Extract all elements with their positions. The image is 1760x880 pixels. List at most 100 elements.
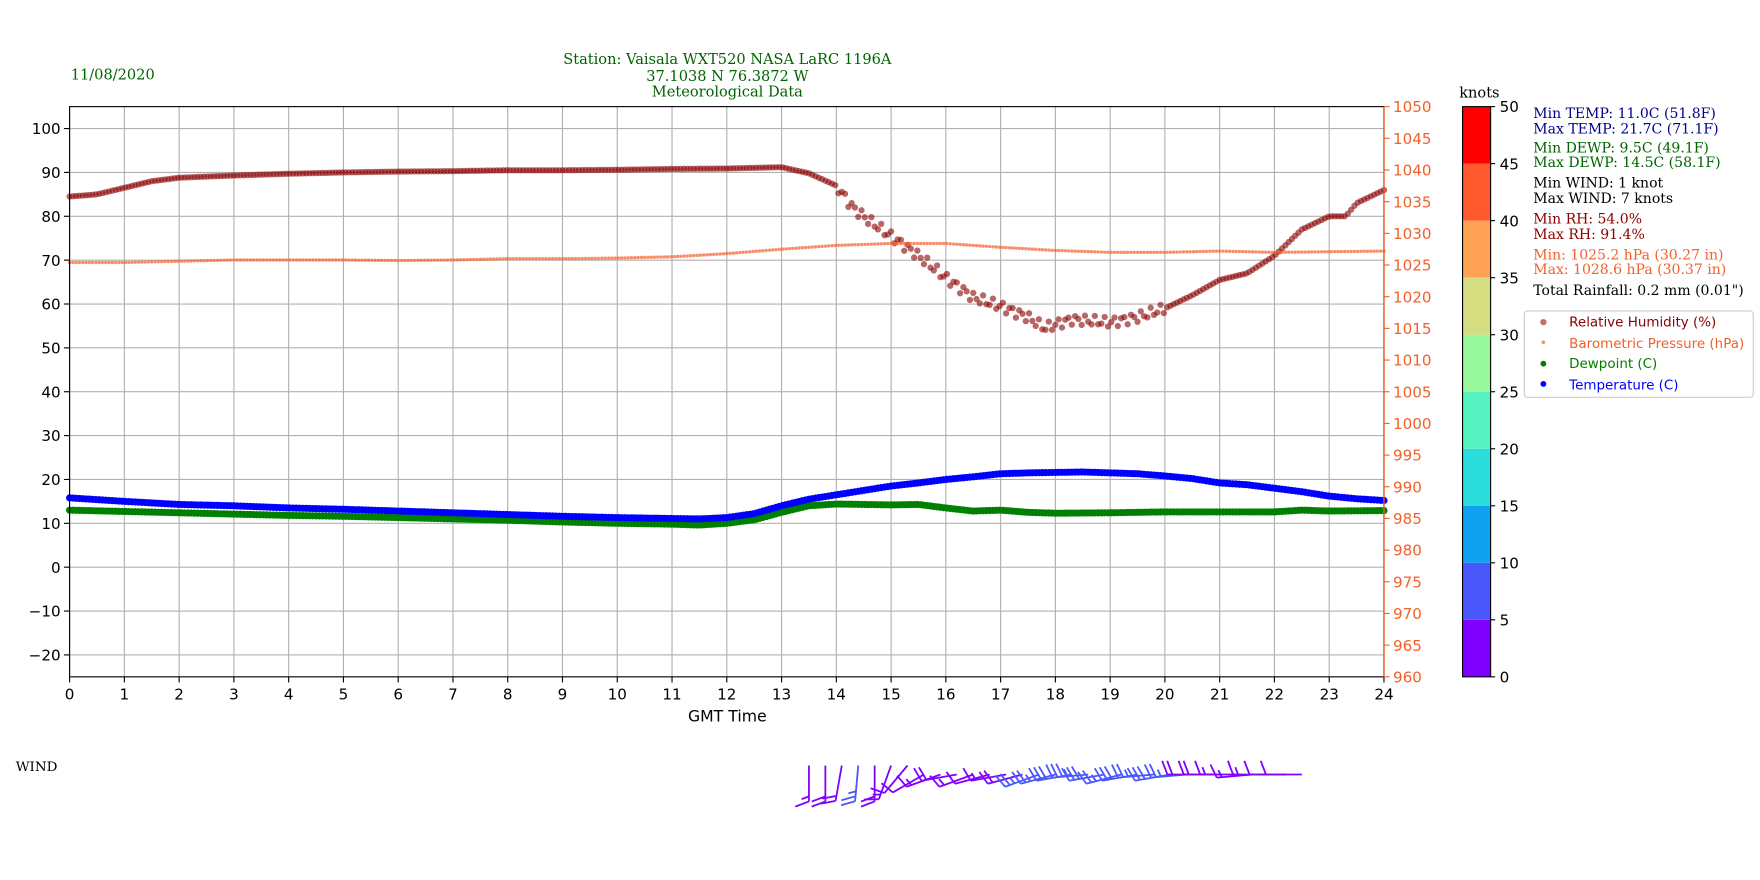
pressure-point: [94, 260, 98, 265]
pressure-point: [169, 259, 174, 264]
pressure-point: [1211, 249, 1215, 253]
pressure-point: [1270, 250, 1274, 254]
pressure-point: [1227, 249, 1232, 253]
pressure-point: [107, 260, 111, 265]
pressure-point: [100, 260, 105, 265]
y-tick-label-left: 100: [32, 120, 61, 138]
pressure-point: [915, 241, 920, 246]
pressure-point: [1096, 250, 1100, 254]
pressure-point: [1369, 249, 1373, 253]
rh-point: [1091, 312, 1098, 320]
pressure-point: [1254, 250, 1258, 254]
pressure-point: [1063, 249, 1067, 253]
pressure-point: [357, 258, 361, 262]
pressure-point: [301, 258, 305, 262]
pressure-point: [501, 257, 506, 261]
x-tick-label: 7: [448, 685, 458, 703]
wind-barb-flag: [970, 772, 977, 781]
y-tick-label-left: 80: [41, 208, 60, 226]
wind-barb-flag: [1136, 765, 1146, 780]
pressure-point: [508, 257, 512, 261]
x-tick-label: 2: [174, 685, 184, 703]
pressure-point: [350, 258, 354, 262]
y-tick-label-right: 980: [1393, 542, 1422, 560]
pressure-point: [876, 242, 880, 246]
y-tick-label-right: 995: [1393, 447, 1422, 465]
pressure-point: [1165, 250, 1169, 254]
pressure-point: [360, 258, 364, 262]
y-tick-label-right: 975: [1393, 573, 1422, 591]
pressure-point: [948, 242, 952, 246]
pressure-point: [955, 242, 959, 246]
x-tick-label: 14: [827, 685, 846, 703]
pressure-point: [1007, 246, 1012, 250]
pressure-point: [337, 258, 341, 262]
pressure-point: [1043, 248, 1048, 252]
rh-point: [1045, 318, 1052, 325]
y-axis-right: 960 965 970 975 980 985 990 995 1000 1005 1010 1015…: [1383, 98, 1432, 686]
pressure-point: [416, 258, 420, 263]
rh-point: [1101, 313, 1108, 321]
rh-point: [966, 296, 974, 304]
pressure-point: [675, 254, 680, 259]
pressure-point: [90, 260, 95, 265]
wind-barb-flag: [794, 800, 810, 808]
pressure-point: [258, 258, 262, 262]
pressure-point: [228, 258, 233, 262]
pressure-point: [238, 258, 243, 262]
pressure-point: [274, 258, 279, 262]
rh-point: [1002, 310, 1010, 317]
pressure-point: [1365, 249, 1370, 253]
colorbar-segment: [1462, 163, 1491, 221]
pressure-point: [123, 260, 128, 265]
pressure-point: [623, 256, 627, 260]
pressure-point: [245, 258, 249, 262]
pressure-point: [649, 255, 653, 259]
wind-barb-flag: [896, 775, 908, 788]
rh-point: [901, 247, 908, 254]
pressure-point: [146, 260, 151, 264]
pressure-point: [426, 258, 430, 262]
pressure-point: [527, 257, 532, 261]
pressure-point: [136, 260, 141, 264]
pressure-point: [1185, 250, 1189, 254]
colorbar-segment: [1462, 391, 1491, 449]
rh-point: [1098, 320, 1105, 327]
pressure-point: [209, 258, 213, 263]
pressure-point: [790, 246, 795, 251]
pressure-point: [1329, 250, 1334, 254]
wind-barb-staff: [854, 765, 860, 802]
series-temperature: [66, 468, 1388, 523]
rh-point: [1055, 316, 1062, 323]
pressure-point: [1273, 250, 1278, 255]
wind-barb-flag: [1050, 763, 1059, 778]
wind-barb-flag: [1038, 765, 1048, 780]
rh-point: [956, 290, 964, 297]
wind-barb-flag: [1028, 767, 1038, 782]
pressure-point: [639, 255, 644, 260]
pressure-point: [370, 258, 374, 262]
y-tick-label-right: 1015: [1393, 320, 1432, 338]
colorbar-tick-label: 15: [1500, 497, 1519, 515]
series-pressure: [67, 241, 1386, 265]
pressure-point: [71, 260, 75, 265]
pressure-point: [104, 260, 108, 265]
y-tick-label-right: 1000: [1393, 415, 1432, 433]
wind-barb: [864, 765, 892, 801]
pressure-point: [757, 249, 762, 253]
y-tick-label-right: 1025: [1393, 257, 1432, 275]
pressure-point: [439, 258, 443, 262]
pressure-point: [1375, 249, 1380, 253]
pressure-point: [389, 258, 394, 263]
pressure-point: [1352, 249, 1357, 254]
pressure-point: [334, 258, 338, 262]
y-tick-label-right: 965: [1393, 637, 1422, 655]
pressure-point: [511, 257, 515, 261]
pressure-point: [156, 260, 160, 264]
stat-max-wind: Max WIND: 7 knots: [1533, 191, 1673, 207]
pressure-point: [1024, 247, 1028, 251]
rh-point: [868, 213, 875, 221]
pressure-point: [1247, 250, 1251, 254]
pressure-point: [879, 242, 883, 246]
pressure-point: [1244, 250, 1248, 254]
